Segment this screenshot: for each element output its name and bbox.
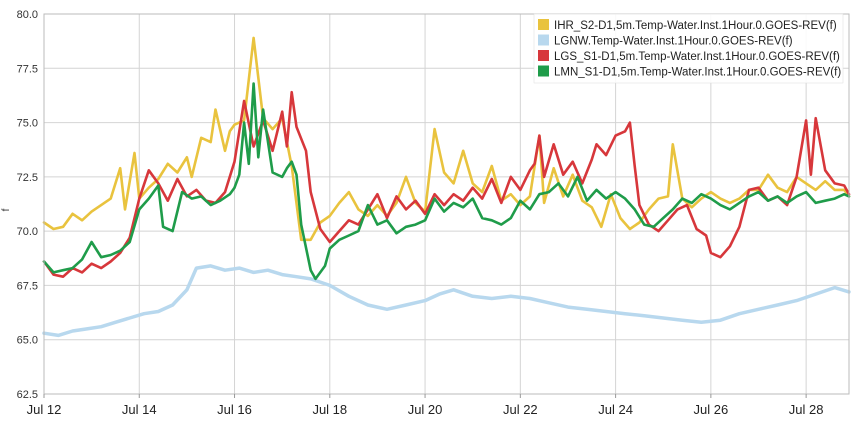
y-axis-title: f bbox=[1, 208, 12, 211]
x-tick-label: Jul 20 bbox=[408, 402, 443, 417]
legend-label: LGS_S1-D1,5m.Temp-Water.Inst.1Hour.0.GOE… bbox=[554, 51, 840, 63]
y-tick-label: 62.5 bbox=[17, 389, 38, 401]
x-tick-label: Jul 28 bbox=[789, 402, 824, 417]
y-tick-label: 67.5 bbox=[17, 280, 38, 292]
series-line-3 bbox=[42, 82, 851, 281]
x-tick-label: Jul 24 bbox=[598, 402, 633, 417]
legend-swatch bbox=[538, 34, 549, 46]
legend-swatch bbox=[538, 50, 549, 61]
y-tick-label: 65.0 bbox=[17, 335, 38, 347]
series-line-1 bbox=[42, 36, 851, 242]
x-tick-label: Jul 26 bbox=[694, 402, 729, 417]
y-tick-label: 70.0 bbox=[17, 226, 38, 238]
series-line-2 bbox=[42, 90, 851, 278]
y-tick-label: 80.0 bbox=[17, 9, 38, 21]
x-tick-label: Jul 18 bbox=[312, 402, 347, 417]
x-tick-label: Jul 22 bbox=[503, 402, 538, 417]
x-tick-label: Jul 14 bbox=[122, 402, 157, 417]
legend-swatch bbox=[538, 19, 549, 30]
plot-frame bbox=[43, 13, 850, 395]
legend-label: LGNW.Temp-Water.Inst.1Hour.0.GOES-REV(f) bbox=[554, 36, 793, 48]
legend-label: IHR_S2-D1,5m.Temp-Water.Inst.1Hour.0.GOE… bbox=[554, 20, 837, 32]
y-tick-label: 77.5 bbox=[17, 63, 38, 75]
x-tick-label: Jul 16 bbox=[217, 402, 252, 417]
legend: IHR_S2-D1,5m.Temp-Water.Inst.1Hour.0.GOE… bbox=[533, 13, 844, 84]
series-line-0 bbox=[42, 264, 851, 338]
axes: f 62.5 65.0 67.5 70.0 72.5 75.0 77.5 80.0 Jul 12… bbox=[1, 9, 823, 417]
y-tick-label: 75.0 bbox=[17, 118, 38, 130]
series-lines bbox=[42, 36, 851, 338]
x-tick-label: Jul 12 bbox=[27, 402, 62, 417]
legend-swatch bbox=[538, 65, 549, 77]
legend-label: LMN_S1-D1,5m.Temp-Water.Inst.1Hour.0.GOE… bbox=[554, 67, 841, 79]
legend-box bbox=[533, 13, 844, 84]
y-tick-label: 72.5 bbox=[17, 172, 38, 184]
